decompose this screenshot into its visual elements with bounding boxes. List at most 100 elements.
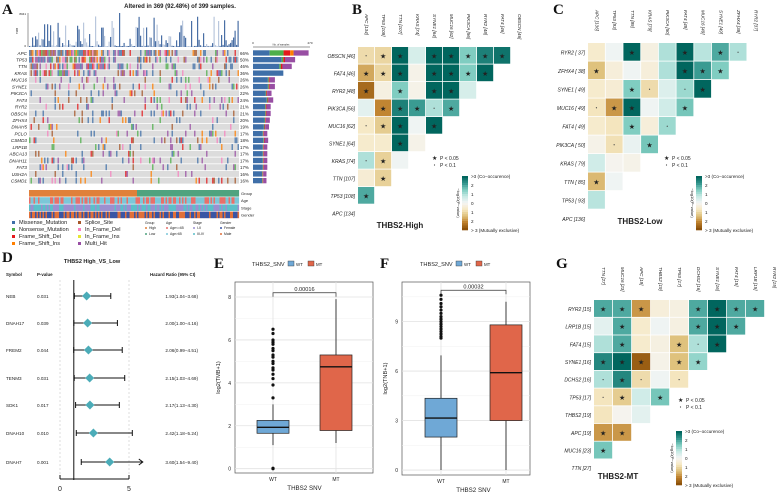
mutation-cell — [221, 97, 223, 103]
mutation-cell — [65, 50, 67, 56]
annotation-cell — [210, 190, 213, 197]
tmb-bar — [215, 45, 217, 47]
mutation-cell — [62, 63, 64, 70]
mutation-cell — [65, 150, 67, 157]
sample-count-bar-segment — [268, 97, 274, 103]
mutation-cell — [108, 63, 110, 70]
mutation-cell — [47, 56, 49, 63]
ci-arrow — [138, 458, 144, 466]
legend-label: MT — [484, 262, 491, 267]
annotation-cell — [116, 190, 118, 197]
mutation-cell — [47, 117, 49, 124]
mutation-cell — [194, 63, 196, 70]
gene-percent: 46% — [240, 64, 249, 69]
hazard-ratio-text: 2.17(1.13−4.30) — [165, 403, 198, 408]
annotation-legend-label: Age>65 — [170, 232, 182, 236]
significance-star: ★ — [448, 70, 454, 78]
annotation-cell — [80, 211, 82, 219]
mutation-cell — [48, 70, 50, 77]
heatmap-cell — [588, 172, 605, 191]
mutation-cell — [233, 83, 235, 90]
mutation-cell — [132, 137, 134, 144]
annotation-cell — [60, 190, 63, 197]
star-symbol: ★ — [678, 397, 683, 404]
hazard-ratio-marker — [83, 345, 93, 355]
mutation-cell — [59, 83, 61, 90]
annotation-cell — [200, 190, 202, 197]
annotation-cell — [176, 190, 178, 197]
colorbar-segment — [676, 451, 682, 454]
heatmap-title: THBS2-Low — [618, 217, 664, 226]
legend-swatch — [12, 228, 15, 231]
annotation-cell — [230, 190, 232, 197]
heatmap-cell — [658, 80, 676, 98]
annotation-cell — [140, 211, 142, 219]
x-tick-label: WT — [269, 477, 277, 483]
heatmap-cell — [651, 353, 670, 370]
mutation-cell — [80, 63, 82, 70]
mutation-cell — [234, 50, 236, 56]
annotation-cell — [119, 190, 121, 197]
mutation-cell — [170, 56, 172, 63]
annotation-cell — [212, 197, 214, 204]
heatmap-cell — [358, 82, 375, 99]
mutation-cell — [50, 56, 52, 63]
significance-star: ★ — [431, 87, 437, 95]
mutation-cell — [234, 130, 236, 137]
gene-label: DNAH5 — [11, 125, 27, 130]
outlier-point — [271, 372, 275, 376]
mutation-cell — [102, 83, 104, 90]
annotation-cell — [174, 204, 177, 211]
hazard-ratio-text: 2.15(1.03−4.69) — [165, 376, 198, 381]
sample-count-bar-segment — [253, 83, 268, 90]
sample-count-bar-segment — [290, 50, 294, 56]
sample-count-bar-segment — [262, 171, 264, 177]
tmb-bar — [86, 42, 88, 47]
tmb-bar — [236, 44, 238, 47]
annotation-cell — [42, 197, 45, 204]
annotation-legend-dot — [193, 227, 195, 229]
annotation-cell — [194, 190, 196, 197]
annotation-cell — [117, 190, 120, 197]
sample-count-bar-segment — [253, 157, 263, 164]
sample-count-bar-segment — [263, 124, 265, 130]
mutation-cell — [198, 177, 200, 184]
annotation-cell — [156, 190, 159, 197]
heatmap-cell — [623, 154, 641, 172]
annotation-cell — [84, 197, 87, 204]
sample-count-bar-segment — [269, 77, 275, 83]
significance-star: ★ — [380, 122, 386, 130]
tmb-bar — [65, 25, 67, 47]
annotation-cell — [59, 211, 61, 219]
annotation-cell — [51, 190, 54, 197]
mutation-cell — [231, 144, 233, 150]
gene-label: USH2A — [12, 172, 27, 177]
annotation-cell — [102, 211, 105, 219]
column-label: KRAS [79] — [647, 10, 652, 32]
tmb-bar — [176, 40, 178, 47]
annotation-cell — [65, 190, 67, 197]
annotation-cell — [114, 204, 117, 211]
annotation-cell — [233, 211, 235, 219]
annotation-cell — [77, 211, 79, 219]
annotation-cell — [131, 204, 133, 211]
annotation-cell — [210, 204, 213, 211]
tmb-bar — [188, 45, 190, 47]
annotation-cell — [182, 211, 184, 219]
annotation-cell — [120, 211, 123, 219]
annotation-cell — [89, 190, 91, 197]
annotation-cell — [170, 211, 172, 219]
sample-count-bar-segment — [262, 164, 264, 170]
mutation-cell — [152, 63, 154, 70]
annotation-cell — [125, 204, 127, 211]
mutation-cell — [200, 144, 202, 150]
colorbar-segment — [696, 205, 702, 208]
forest-title: THBS2 High_VS_Low — [64, 259, 121, 265]
y-tick-label: 0 — [228, 467, 231, 473]
annotation-cell — [230, 211, 232, 219]
annotation-cell — [29, 204, 31, 211]
annotation-legend-dot — [220, 227, 222, 229]
sample-count-bar-segment — [263, 151, 268, 157]
annotation-cell — [212, 190, 214, 197]
annotation-cell — [131, 190, 133, 197]
